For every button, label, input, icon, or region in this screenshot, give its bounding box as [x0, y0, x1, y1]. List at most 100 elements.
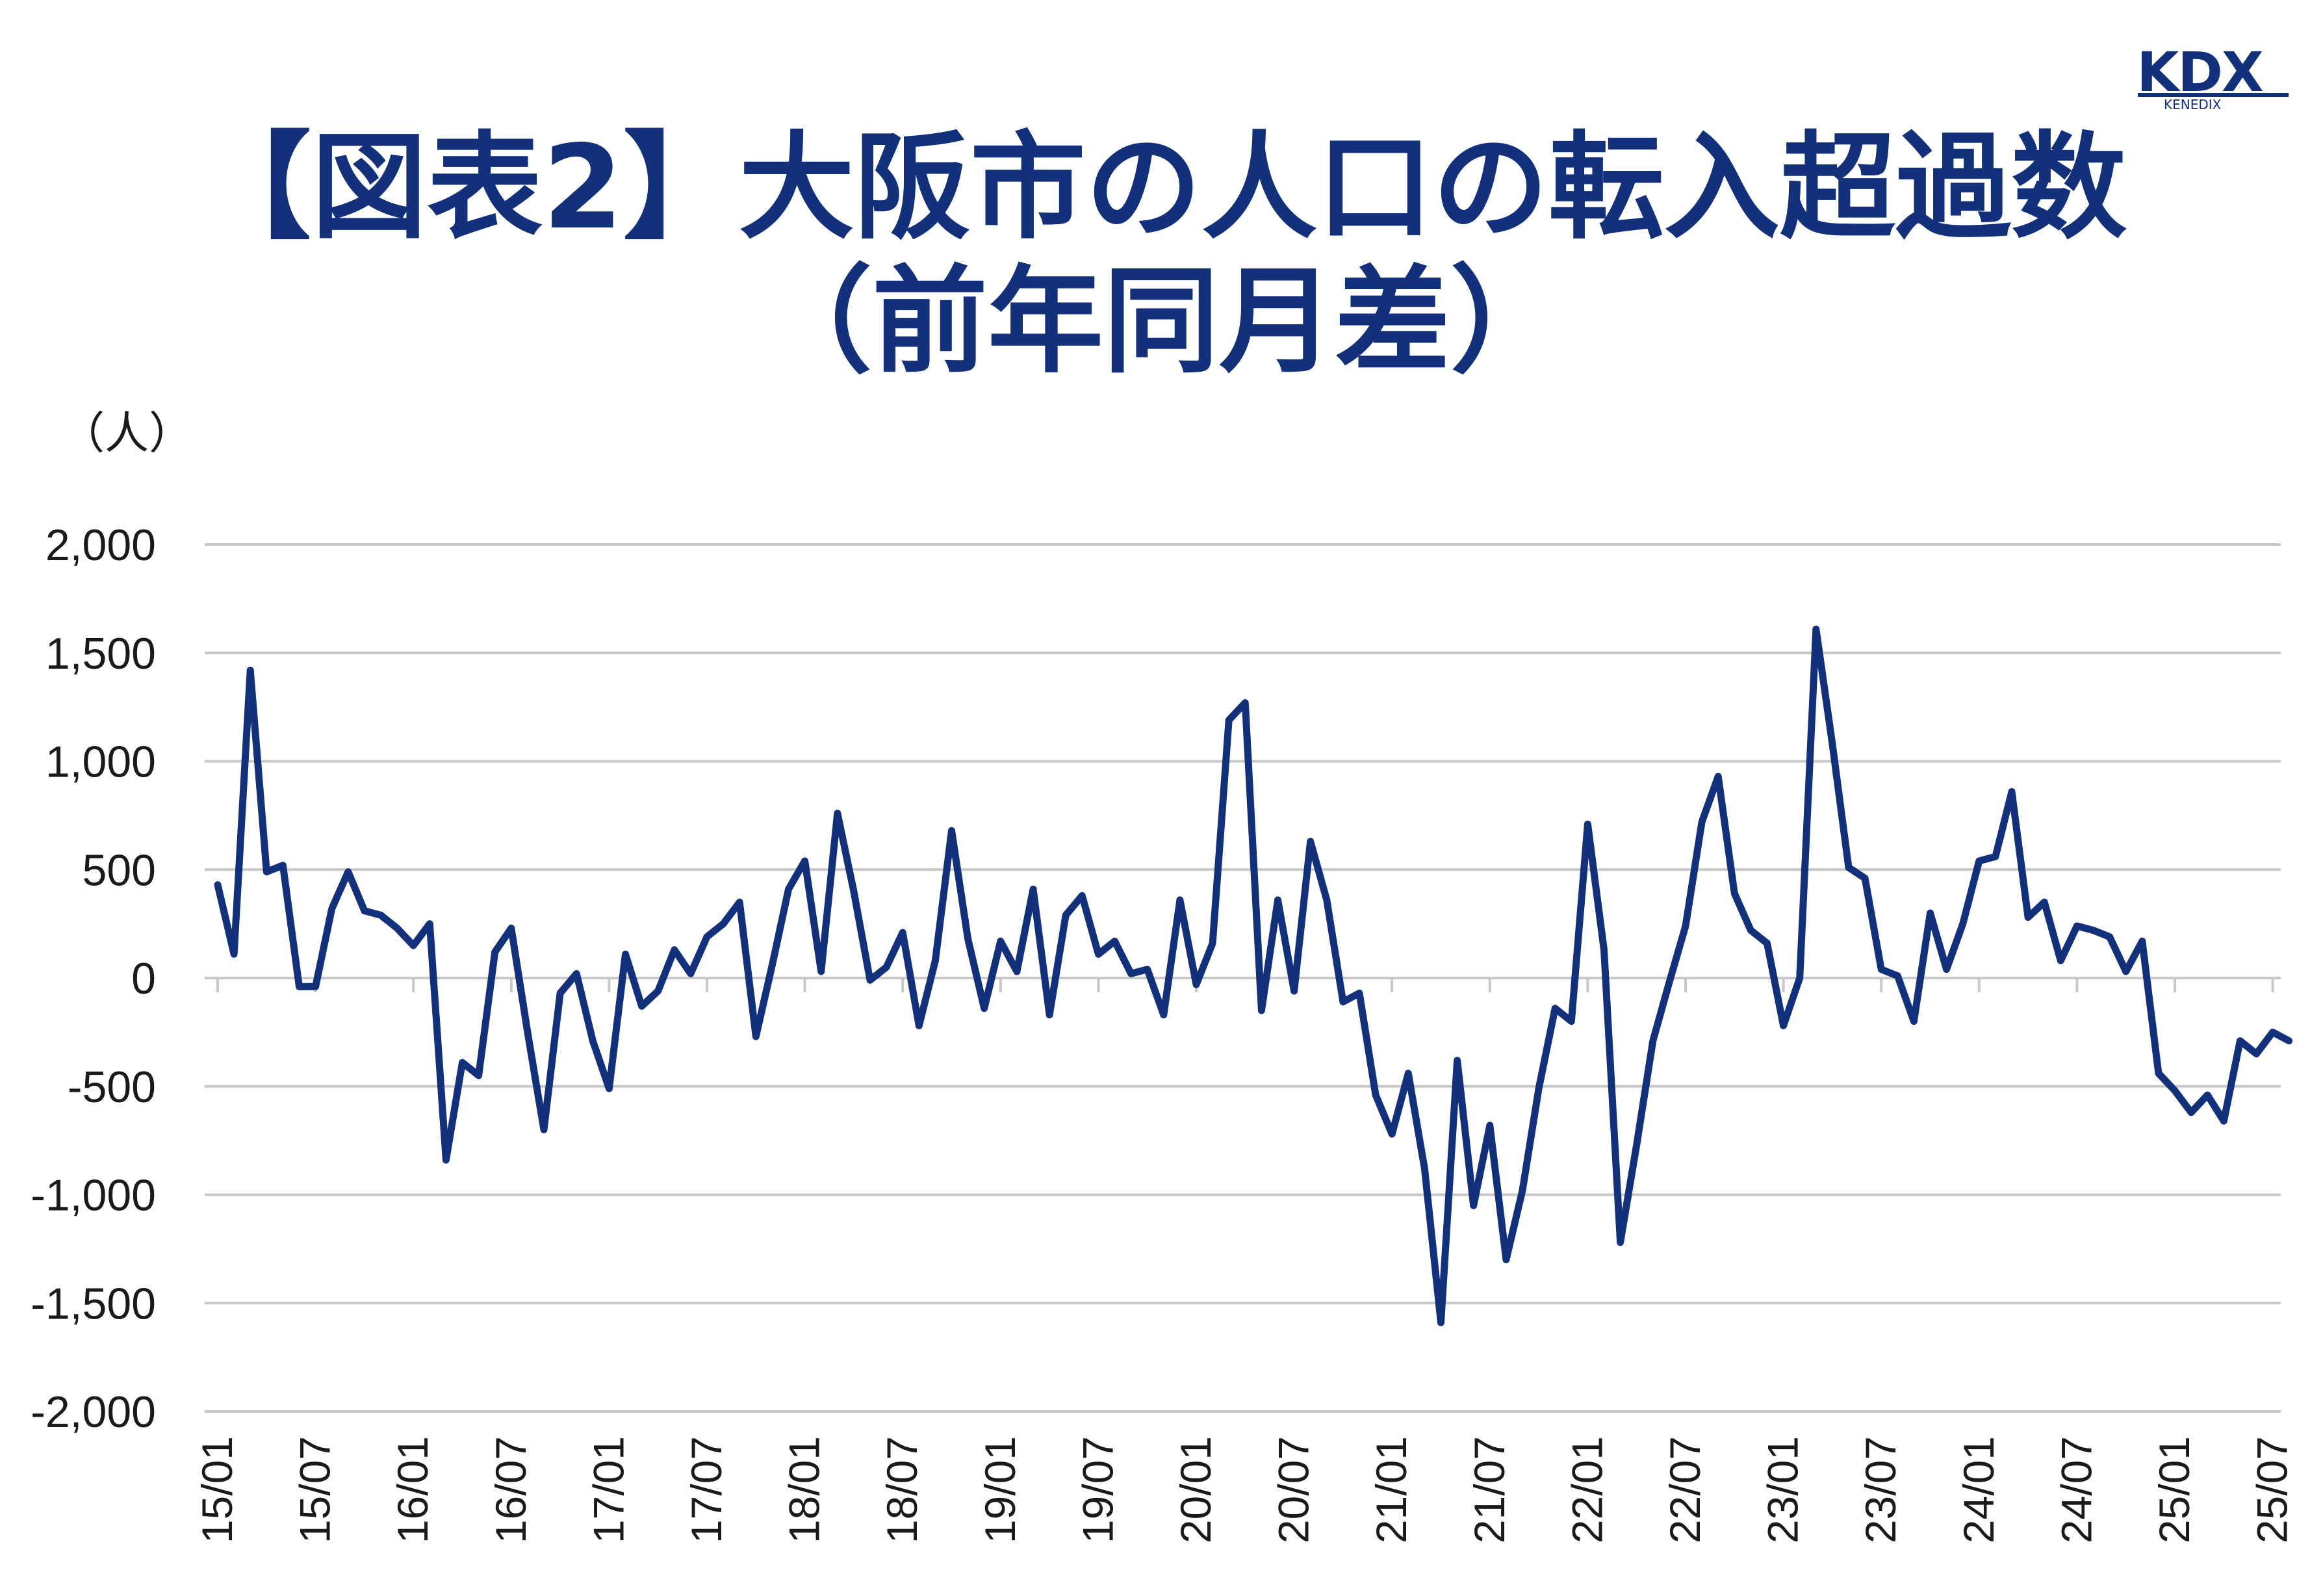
x-tick-label: 20/01: [1172, 1436, 1220, 1543]
y-tick-label: 1,500: [45, 629, 156, 678]
data-point: [951, 830, 953, 831]
data-point: [2289, 1040, 2290, 1042]
data-point: [1033, 888, 1034, 890]
data-point: [2044, 901, 2045, 903]
data-point: [1783, 1025, 1784, 1026]
x-tick-label: 23/01: [1759, 1436, 1807, 1543]
data-point: [1506, 1259, 1507, 1261]
x-tick-label: 24/07: [2052, 1436, 2100, 1543]
x-tick-label: 21/01: [1367, 1436, 1415, 1543]
data-point: [331, 908, 333, 909]
data-point: [299, 986, 300, 987]
data-point: [1832, 743, 1833, 745]
data-point: [348, 871, 349, 873]
data-point: [690, 973, 691, 974]
data-point: [1848, 867, 1849, 868]
series-layer: [214, 625, 2293, 1326]
logo-underline: [2138, 93, 2289, 97]
data-point: [1000, 940, 1001, 942]
data-point: [625, 953, 626, 955]
x-tick-label: 15/07: [291, 1436, 339, 1543]
x-axis-ticks: 15/01 15/07 16/01 16/07 17/01 17/07 18/01 18/07…: [193, 978, 2296, 1543]
x-tick-label: 19/01: [976, 1436, 1024, 1543]
data-point: [1277, 899, 1279, 901]
data-point: [1049, 1014, 1050, 1016]
data-point: [1554, 1008, 1556, 1009]
data-point: [2272, 1031, 2274, 1033]
data-point: [315, 986, 316, 987]
data-point: [788, 888, 789, 890]
data-point: [1163, 1014, 1164, 1016]
data-point: [1114, 940, 1116, 942]
data-point: [1587, 823, 1588, 825]
data-point: [494, 951, 496, 953]
data-point: [1147, 969, 1148, 970]
data-point: [2060, 960, 2061, 961]
x-tick-label: 16/01: [389, 1436, 437, 1543]
data-point: [250, 669, 251, 671]
data-point: [1652, 1040, 1654, 1042]
y-axis-ticks: 2,000 1,500 1,000 500 0 -500 -1,000 -1,500 -2,00…: [31, 521, 156, 1437]
data-point: [1391, 1133, 1393, 1135]
data-point: [1571, 1021, 1572, 1022]
data-point: [1750, 930, 1751, 931]
data-point: [576, 973, 577, 974]
data-point: [364, 910, 365, 912]
y-tick-label: -1,500: [31, 1279, 156, 1328]
y-tick-label: -500: [68, 1062, 156, 1112]
data-point: [1604, 949, 1605, 951]
data-point: [608, 1088, 610, 1089]
data-point: [1799, 977, 1801, 979]
data-point: [1212, 943, 1213, 944]
x-tick-label: 25/07: [2248, 1436, 2296, 1543]
data-point: [1016, 971, 1018, 972]
data-point: [2207, 1094, 2208, 1096]
data-point: [233, 953, 235, 955]
data-point: [1930, 912, 1931, 914]
data-point: [217, 884, 218, 886]
y-tick-label: -1,000: [31, 1171, 156, 1220]
data-point: [462, 1062, 463, 1063]
data-point: [1538, 1088, 1539, 1089]
data-point: [2239, 1040, 2240, 1042]
data-point: [380, 914, 381, 916]
data-point: [1424, 1168, 1425, 1169]
data-point: [902, 932, 903, 933]
data-point: [1473, 1205, 1474, 1206]
data-point: [1816, 628, 1817, 630]
x-tick-label: 24/01: [1955, 1436, 2003, 1543]
data-point: [821, 971, 822, 972]
data-point: [559, 992, 561, 994]
data-point: [1179, 899, 1181, 901]
data-point: [429, 923, 430, 925]
x-tick-label: 20/07: [1270, 1436, 1318, 1543]
data-point: [2109, 936, 2111, 938]
data-point: [413, 945, 414, 946]
data-point: [1620, 1242, 1621, 1243]
data-point: [1310, 841, 1311, 842]
data-point: [886, 966, 887, 968]
data-point: [1995, 856, 1996, 857]
data-point: [984, 1008, 985, 1009]
data-point: [1375, 1094, 1376, 1096]
series-line: [214, 625, 2293, 1326]
data-point: [1457, 1060, 1458, 1061]
data-point: [1228, 719, 1229, 721]
data-point: [1131, 973, 1132, 974]
data-point: [2174, 1090, 2175, 1091]
data-point: [1864, 878, 1866, 879]
y-axis-unit-label: （人）: [60, 409, 193, 458]
data-point: [1196, 984, 1197, 985]
data-point: [1244, 702, 1246, 703]
x-tick-label: 23/07: [1856, 1436, 1905, 1543]
data-point: [1962, 923, 1964, 925]
data-point: [1441, 1322, 1442, 1323]
data-point: [1636, 1144, 1637, 1146]
data-point: [2076, 925, 2077, 927]
data-point: [511, 927, 512, 929]
data-point: [2190, 1112, 2192, 1113]
data-point: [478, 1075, 480, 1076]
chart-title-line2: （前年同月差）: [756, 254, 1566, 389]
data-point: [674, 949, 675, 951]
data-point: [266, 871, 267, 873]
